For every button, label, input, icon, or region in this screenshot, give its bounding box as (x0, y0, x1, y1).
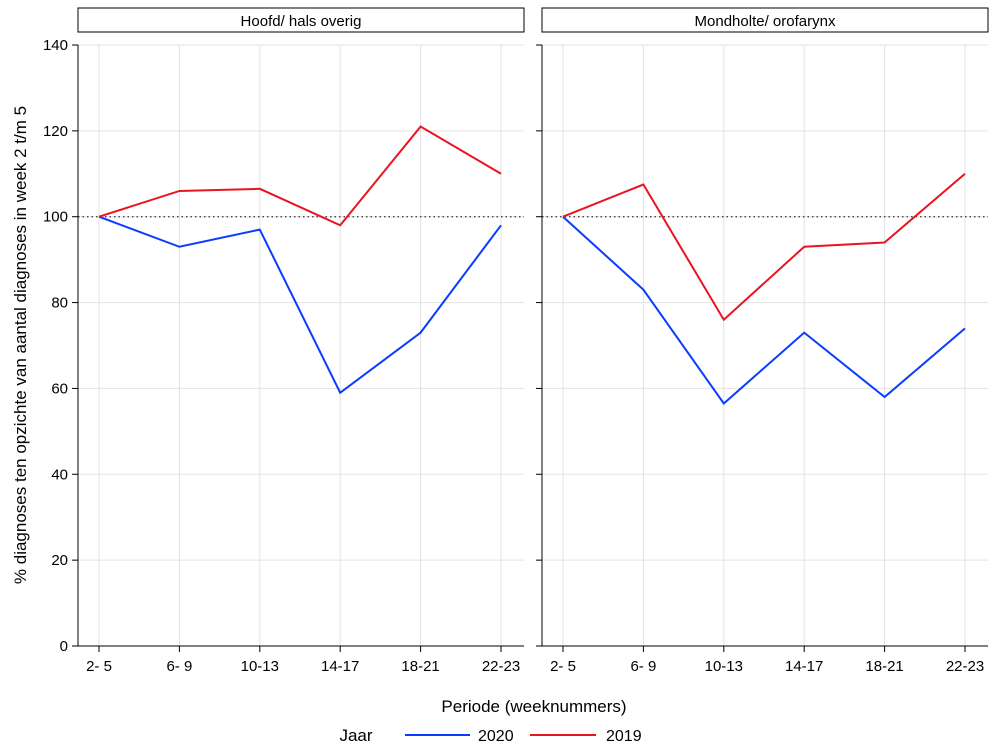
x-tick-label: 10-13 (705, 658, 743, 675)
panel-1: Hoofd/ hals overig 0 20 40 60 80 100 120 140 2- 5… (43, 8, 524, 675)
y-axis-label: % diagnoses ten opzichte van aantal diag… (11, 106, 30, 584)
y-tick-label: 140 (43, 37, 68, 54)
y-tick-label: 20 (51, 552, 68, 569)
y-tick-label: 100 (43, 209, 68, 226)
x-tick-label: 18-21 (401, 658, 439, 675)
y-tick-label: 60 (51, 380, 68, 397)
legend: Jaar 2020 2019 (339, 726, 641, 745)
legend-title: Jaar (339, 726, 372, 745)
y-tick-label: 0 (60, 638, 68, 655)
x-tick-label: 6- 9 (630, 658, 656, 675)
x-axis-label: Periode (weeknummers) (441, 697, 626, 716)
x-tick-label: 22-23 (946, 658, 984, 675)
x-tick-label: 22-23 (482, 658, 520, 675)
series-line-2019 (99, 127, 501, 226)
x-tick-label: 10-13 (241, 658, 279, 675)
x-tick-label: 6- 9 (166, 658, 192, 675)
legend-label-2019: 2019 (606, 728, 642, 745)
x-tick-label: 14-17 (321, 658, 359, 675)
series-line-2020 (99, 217, 501, 393)
panel-title: Hoofd/ hals overig (241, 13, 362, 30)
panel-title: Mondholte/ orofarynx (695, 13, 836, 30)
y-tick-label: 120 (43, 123, 68, 140)
y-tick-label: 40 (51, 466, 68, 483)
x-tick-label: 18-21 (865, 658, 903, 675)
x-tick-label: 2- 5 (86, 658, 112, 675)
y-tick-label: 80 (51, 295, 68, 312)
x-tick-label: 2- 5 (550, 658, 576, 675)
series-line-2020 (563, 217, 965, 404)
legend-label-2020: 2020 (478, 728, 514, 745)
series-line-2019 (563, 174, 965, 320)
x-tick-label: 14-17 (785, 658, 823, 675)
panel-2: Mondholte/ orofarynx 2- 5 6- 9 10-13 14-17 18… (536, 8, 988, 675)
